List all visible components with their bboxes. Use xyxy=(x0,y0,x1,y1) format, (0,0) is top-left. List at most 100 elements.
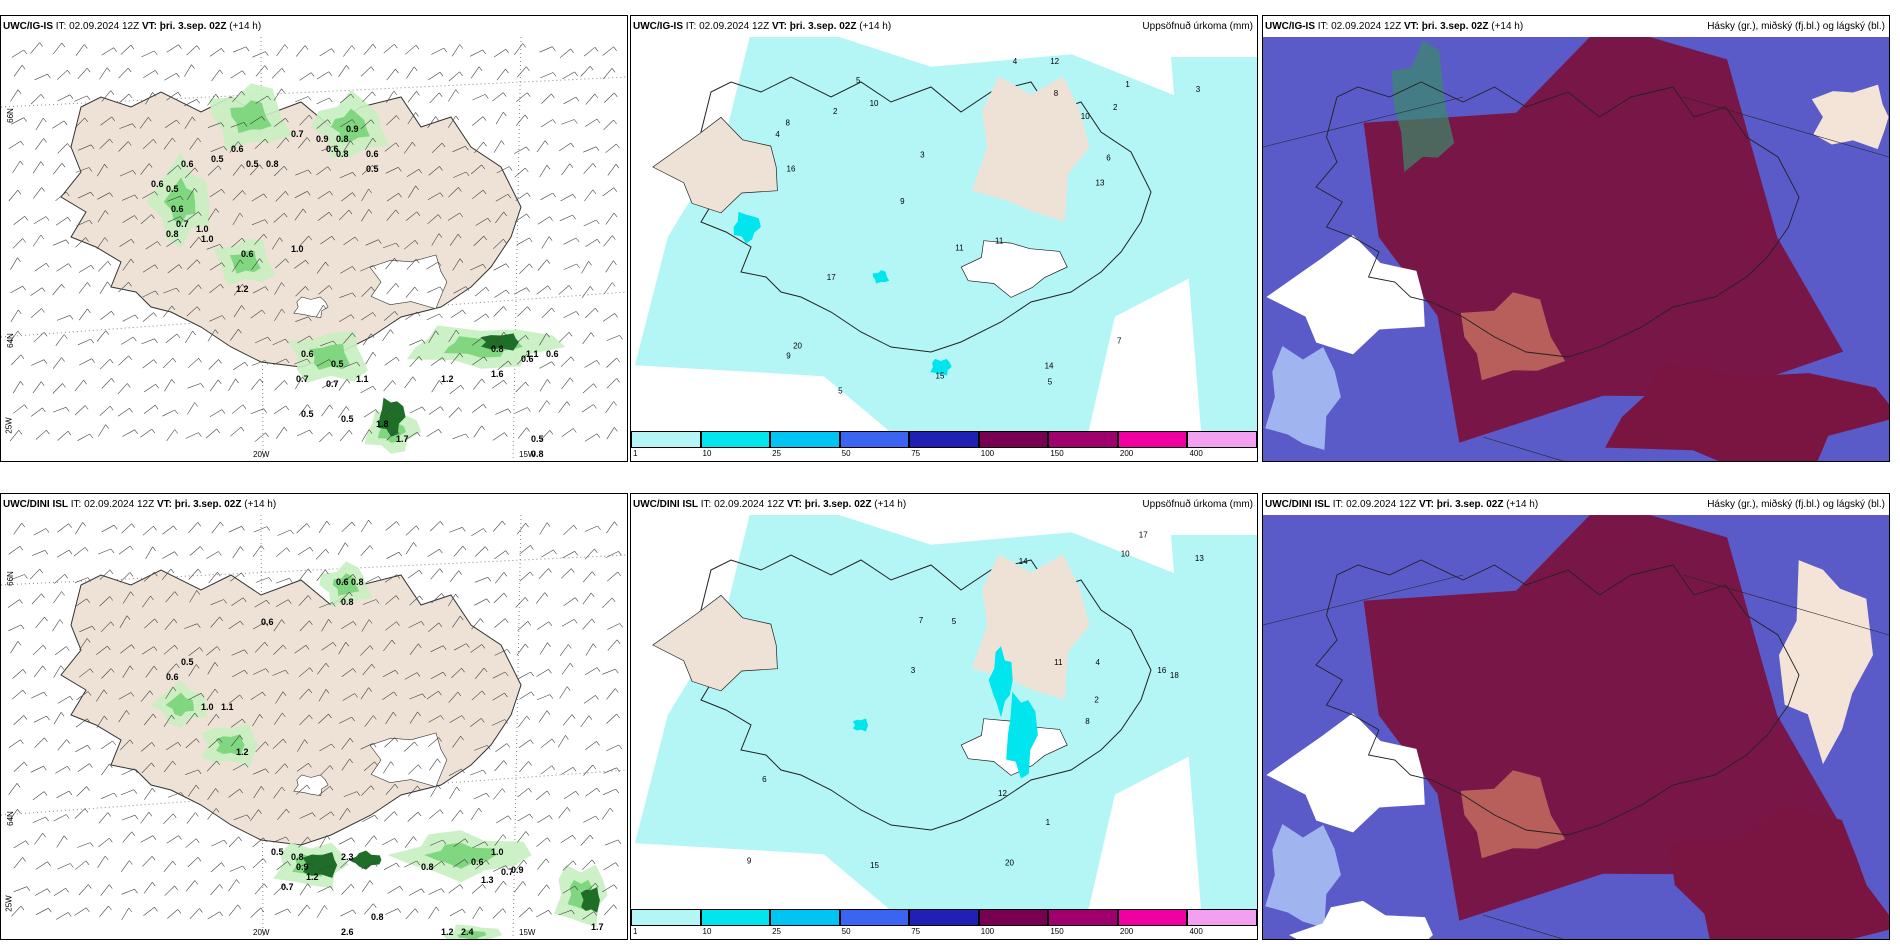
wind-barb-flag xyxy=(565,735,569,740)
wind-barb-staff xyxy=(75,718,88,728)
colorbar-tick-label: 200 xyxy=(1119,449,1134,458)
precip-value-label: 1.1 xyxy=(526,349,539,359)
wind-barb-flag xyxy=(390,761,395,766)
wind-barb xyxy=(276,44,289,56)
accum-value-label: 17 xyxy=(827,273,836,282)
wind-barb-staff xyxy=(140,812,150,824)
wind-barb-flag xyxy=(527,621,532,626)
wind-barb-flag xyxy=(155,290,159,296)
wind-barb-flag xyxy=(501,140,505,145)
wind-barb xyxy=(143,384,159,393)
wind-barb-staff xyxy=(607,164,617,176)
wind-barb xyxy=(145,92,156,105)
wind-barb-staff xyxy=(362,91,373,103)
wind-barb xyxy=(188,568,202,580)
wind-barb-staff xyxy=(582,618,593,630)
wind-barb-flag xyxy=(150,595,154,601)
wind-barb-staff xyxy=(273,165,285,177)
wind-barb-staff xyxy=(360,645,371,656)
wind-barb-flag xyxy=(356,791,361,796)
glacier xyxy=(293,296,329,319)
wind-barb xyxy=(318,786,334,796)
wind-barb xyxy=(13,522,25,535)
wind-barb-flag xyxy=(570,356,575,361)
wind-barb xyxy=(472,116,487,126)
colorbar-tick-label: 1 xyxy=(633,449,638,458)
wind-barb xyxy=(316,261,329,274)
wind-barb-flag xyxy=(176,333,181,339)
iceland-coastline xyxy=(690,554,1152,831)
wind-barb-staff xyxy=(584,189,594,202)
wind-barb-flag xyxy=(375,599,380,604)
wind-barb xyxy=(407,112,419,125)
cloud-high-layer xyxy=(1669,805,1889,939)
wind-barb-flag xyxy=(333,381,338,386)
wind-barb-staff xyxy=(362,664,373,676)
wind-barb xyxy=(165,686,177,700)
wind-barb-staff xyxy=(187,402,195,415)
wind-barb-flag xyxy=(43,692,48,697)
wind-barb-flag xyxy=(111,378,115,383)
wind-barb-flag xyxy=(197,769,202,775)
init-time: 02.09.2024 12Z xyxy=(1346,499,1417,510)
wind-barb xyxy=(341,884,355,895)
wind-barb-flag xyxy=(61,357,65,362)
wind-barb xyxy=(233,284,246,296)
wind-barb-flag xyxy=(200,693,205,698)
wind-barb-staff xyxy=(54,574,65,584)
wind-barb-flag xyxy=(525,335,529,340)
init-time: 02.09.2024 12Z xyxy=(69,21,140,32)
wind-barb-flag xyxy=(305,260,309,265)
wind-barb-staff xyxy=(299,235,309,247)
wind-barb xyxy=(57,863,74,870)
wind-barb xyxy=(342,140,354,153)
wind-barb-flag xyxy=(394,258,398,263)
wind-barb-flag xyxy=(134,314,139,320)
wind-barb-flag xyxy=(597,525,601,531)
wind-barb xyxy=(299,114,313,126)
wind-barb-staff xyxy=(185,330,193,344)
wind-barb-staff xyxy=(207,808,217,820)
wind-barb-staff xyxy=(360,385,373,394)
wind-barb-flag xyxy=(39,42,43,47)
wind-barb-flag xyxy=(240,427,245,432)
wind-barb-staff xyxy=(9,430,20,442)
wind-barb-staff xyxy=(473,235,485,247)
wind-barb-staff xyxy=(96,330,107,342)
wind-barb-staff xyxy=(211,521,221,534)
wind-barb-staff xyxy=(583,764,594,776)
wind-barb xyxy=(536,910,552,918)
wind-barb-staff xyxy=(605,260,614,273)
wind-barb-flag xyxy=(107,812,112,817)
wind-barb-flag xyxy=(329,404,333,410)
wind-barb xyxy=(384,142,400,152)
wind-barb xyxy=(582,592,595,605)
wind-barb-flag xyxy=(544,140,549,145)
wind-barb-staff xyxy=(12,160,21,174)
wind-barb-staff xyxy=(537,216,550,225)
wind-barb-staff xyxy=(13,715,25,726)
wind-barb-flag xyxy=(177,742,182,747)
wind-barb-flag xyxy=(482,769,487,775)
precip-value-label: 0.7 xyxy=(281,882,294,892)
wind-barb-staff xyxy=(189,908,200,920)
wind-barb-staff xyxy=(318,786,331,796)
wind-barb xyxy=(341,192,356,202)
wind-barb xyxy=(251,258,263,271)
wind-barb-staff xyxy=(558,401,568,413)
wind-barb-staff xyxy=(228,620,241,630)
dry-area xyxy=(971,76,1090,222)
wind-barb-flag xyxy=(219,244,224,249)
wind-barb-staff xyxy=(31,359,45,366)
wind-barb-flag xyxy=(199,647,203,652)
wind-barb xyxy=(318,520,331,533)
wind-barb-staff xyxy=(338,406,347,419)
wind-barb-staff xyxy=(140,835,154,843)
wind-barb-staff xyxy=(254,599,267,608)
wind-barb-flag xyxy=(244,669,248,675)
wind-barb xyxy=(581,859,596,870)
wind-barb xyxy=(494,289,510,298)
wind-barb-staff xyxy=(408,888,422,896)
wind-barb-staff xyxy=(120,860,130,872)
wind-barb-staff xyxy=(385,521,397,531)
